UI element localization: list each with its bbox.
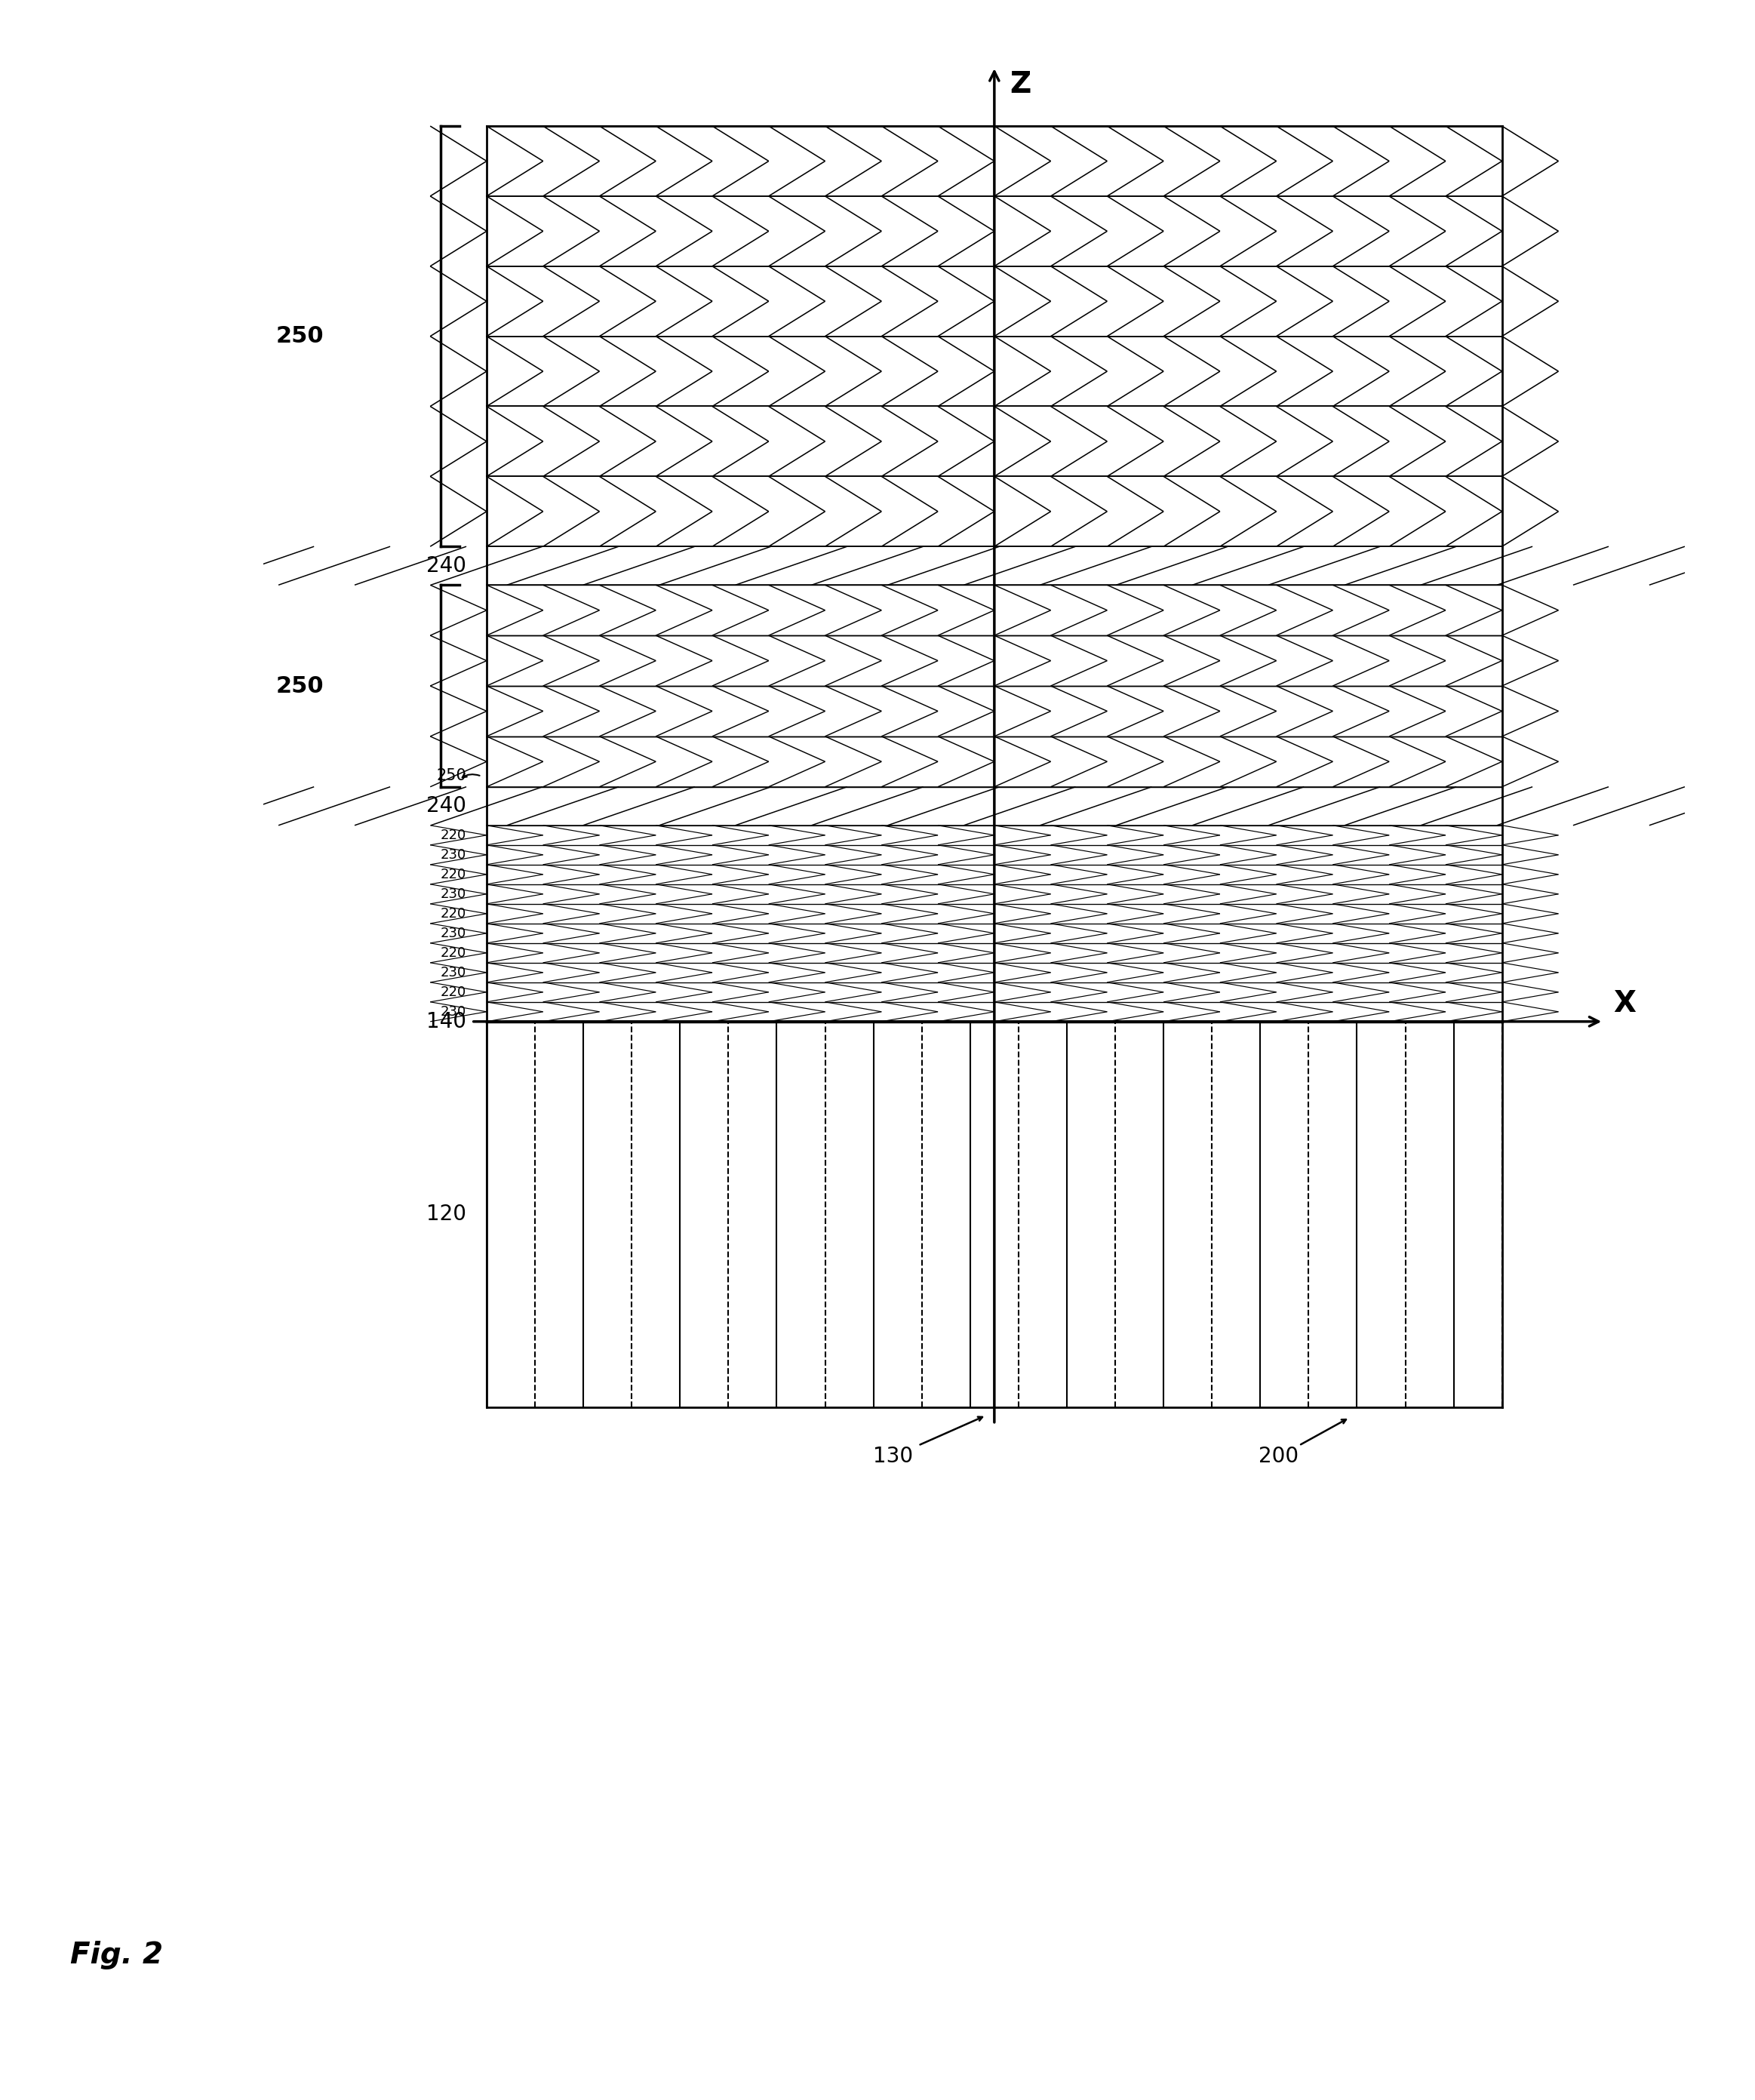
Text: 230: 230 [441, 848, 467, 861]
Text: 230: 230 [441, 926, 467, 941]
Text: 220: 220 [441, 827, 467, 842]
Text: 250: 250 [276, 326, 325, 346]
Text: X: X [1613, 989, 1636, 1018]
Text: 230: 230 [441, 966, 467, 979]
Text: 140: 140 [426, 1010, 467, 1031]
Text: 220: 220 [441, 907, 467, 920]
Text: 240: 240 [426, 796, 467, 817]
Text: 220: 220 [441, 985, 467, 1000]
Text: 120: 120 [426, 1203, 467, 1224]
Text: Z: Z [1009, 69, 1030, 99]
Bar [486, 788, 1502, 825]
Text: 220: 220 [441, 947, 467, 960]
Bar [486, 546, 1502, 586]
Text: 230: 230 [441, 1006, 467, 1018]
Text: Fig. 2: Fig. 2 [70, 1940, 163, 1970]
Text: 130: 130 [872, 1445, 913, 1466]
Text: 230: 230 [441, 886, 467, 901]
Text: 250: 250 [276, 674, 325, 697]
Text: 250: 250 [437, 769, 467, 783]
Text: 240: 240 [426, 554, 467, 575]
Text: 200: 200 [1258, 1445, 1299, 1466]
Text: 220: 220 [441, 867, 467, 882]
